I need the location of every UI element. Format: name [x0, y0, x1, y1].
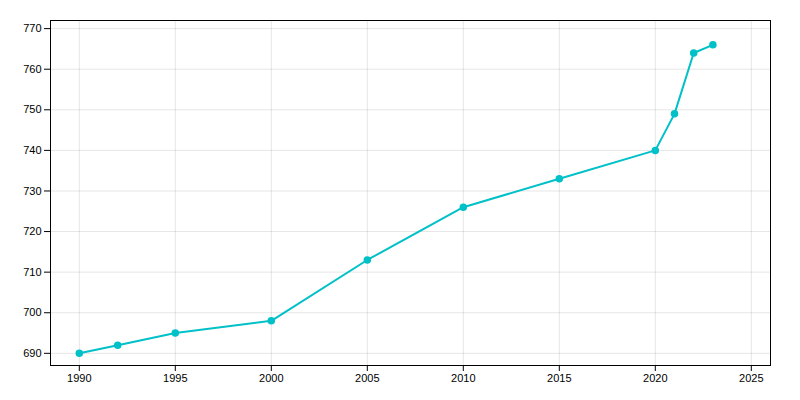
- svg-text:760: 760: [23, 63, 41, 75]
- svg-text:2015: 2015: [547, 372, 571, 384]
- svg-text:2005: 2005: [355, 372, 379, 384]
- svg-text:700: 700: [23, 306, 41, 318]
- svg-text:2020: 2020: [643, 372, 667, 384]
- svg-text:2025: 2025: [739, 372, 763, 384]
- svg-text:2000: 2000: [259, 372, 283, 384]
- svg-text:740: 740: [23, 144, 41, 156]
- svg-text:1995: 1995: [163, 372, 187, 384]
- svg-text:750: 750: [23, 103, 41, 115]
- svg-text:1990: 1990: [67, 372, 91, 384]
- svg-text:720: 720: [23, 225, 41, 237]
- svg-text:730: 730: [23, 184, 41, 196]
- svg-text:710: 710: [23, 266, 41, 278]
- svg-text:690: 690: [23, 347, 41, 359]
- svg-text:770: 770: [23, 22, 41, 34]
- svg-text:2010: 2010: [451, 372, 475, 384]
